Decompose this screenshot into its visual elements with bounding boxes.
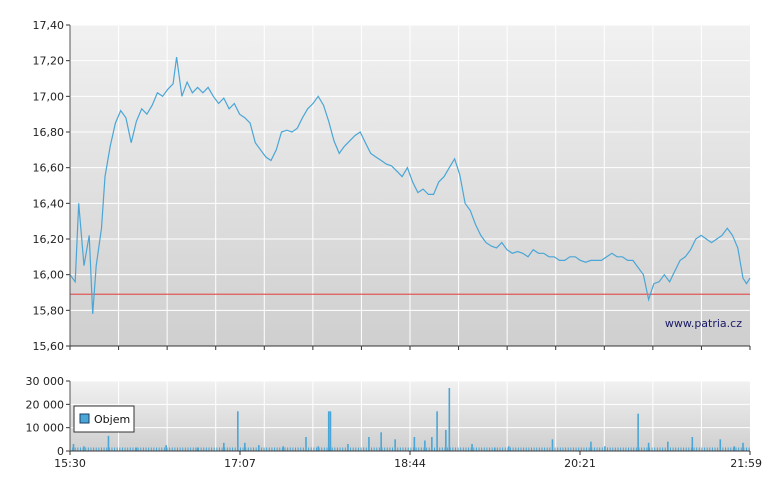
x-tick-label: 15:30 bbox=[54, 457, 86, 470]
volume-bar bbox=[471, 444, 473, 451]
volume-bar bbox=[305, 437, 307, 451]
legend-label: Objem bbox=[94, 413, 130, 426]
volume-bar bbox=[329, 411, 332, 451]
volume-y-tick-label: 30 000 bbox=[26, 375, 65, 388]
volume-bar bbox=[424, 440, 426, 451]
volume-bar bbox=[135, 447, 138, 451]
y-tick-label: 16,60 bbox=[33, 162, 65, 175]
volume-bar bbox=[647, 442, 650, 451]
volume-bar bbox=[317, 446, 320, 451]
x-tick-label: 21:59 bbox=[730, 457, 762, 470]
x-tick-label: 17:07 bbox=[224, 457, 256, 470]
volume-bar bbox=[196, 447, 199, 451]
volume-bar bbox=[448, 388, 451, 451]
volume-panel: 30 000 20 000 10 000 015:30 17:07 18:44 20:21 2… bbox=[26, 375, 763, 470]
volume-bar bbox=[733, 446, 736, 451]
y-tick-label: 16,20 bbox=[33, 233, 65, 246]
volume-bar bbox=[223, 442, 225, 451]
volume-bar bbox=[551, 439, 554, 451]
volume-bar bbox=[590, 441, 592, 451]
volume-bar bbox=[244, 442, 246, 451]
volume-bar bbox=[691, 437, 694, 451]
volume-y-tick-label: 20 000 bbox=[26, 398, 65, 411]
volume-bar bbox=[667, 441, 669, 451]
volume-bar bbox=[368, 437, 370, 451]
volume-y-tick-label: 10 000 bbox=[26, 422, 65, 435]
y-tick-label: 15,60 bbox=[33, 340, 65, 353]
volume-bar bbox=[83, 446, 85, 451]
volume-bar bbox=[107, 435, 110, 451]
x-tick-label: 20:21 bbox=[564, 457, 596, 470]
volume-legend: Objem bbox=[73, 405, 135, 433]
x-tick-label: 18:44 bbox=[394, 457, 426, 470]
volume-bar bbox=[394, 439, 396, 451]
price-series-line bbox=[69, 57, 751, 314]
volume-bar bbox=[604, 446, 606, 451]
volume-bar bbox=[237, 411, 239, 451]
volume-bar bbox=[445, 430, 447, 451]
y-tick-label: 17,40 bbox=[33, 19, 65, 32]
legend-swatch bbox=[79, 413, 90, 424]
volume-bar bbox=[380, 432, 382, 451]
volume-bar bbox=[413, 437, 416, 451]
volume-bar bbox=[436, 411, 438, 451]
volume-bar bbox=[282, 446, 285, 451]
volume-bar bbox=[347, 444, 349, 451]
volume-bar bbox=[493, 447, 496, 451]
y-tick-label: 17,00 bbox=[33, 90, 65, 103]
watermark-text: www.patria.cz bbox=[665, 317, 742, 330]
volume-bar bbox=[431, 437, 433, 451]
volume-bar bbox=[165, 445, 167, 451]
y-tick-label: 16,40 bbox=[33, 197, 65, 210]
volume-y-tick-label: 0 bbox=[57, 445, 64, 458]
volume-bar bbox=[257, 445, 260, 451]
volume-bar bbox=[637, 413, 639, 451]
y-tick-label: 15,80 bbox=[33, 304, 65, 317]
volume-bar bbox=[507, 446, 510, 451]
price-panel: 17,40 17,20 17,00 16,80 16,60 16,40 16,20 16,00… bbox=[33, 19, 751, 353]
volume-bar bbox=[719, 439, 722, 451]
y-tick-label: 16,80 bbox=[33, 126, 65, 139]
y-tick-label: 16,00 bbox=[33, 269, 65, 282]
volume-bar bbox=[742, 442, 744, 451]
volume-bar bbox=[72, 444, 75, 451]
y-tick-label: 17,20 bbox=[33, 55, 65, 68]
volume-bar bbox=[327, 411, 330, 451]
